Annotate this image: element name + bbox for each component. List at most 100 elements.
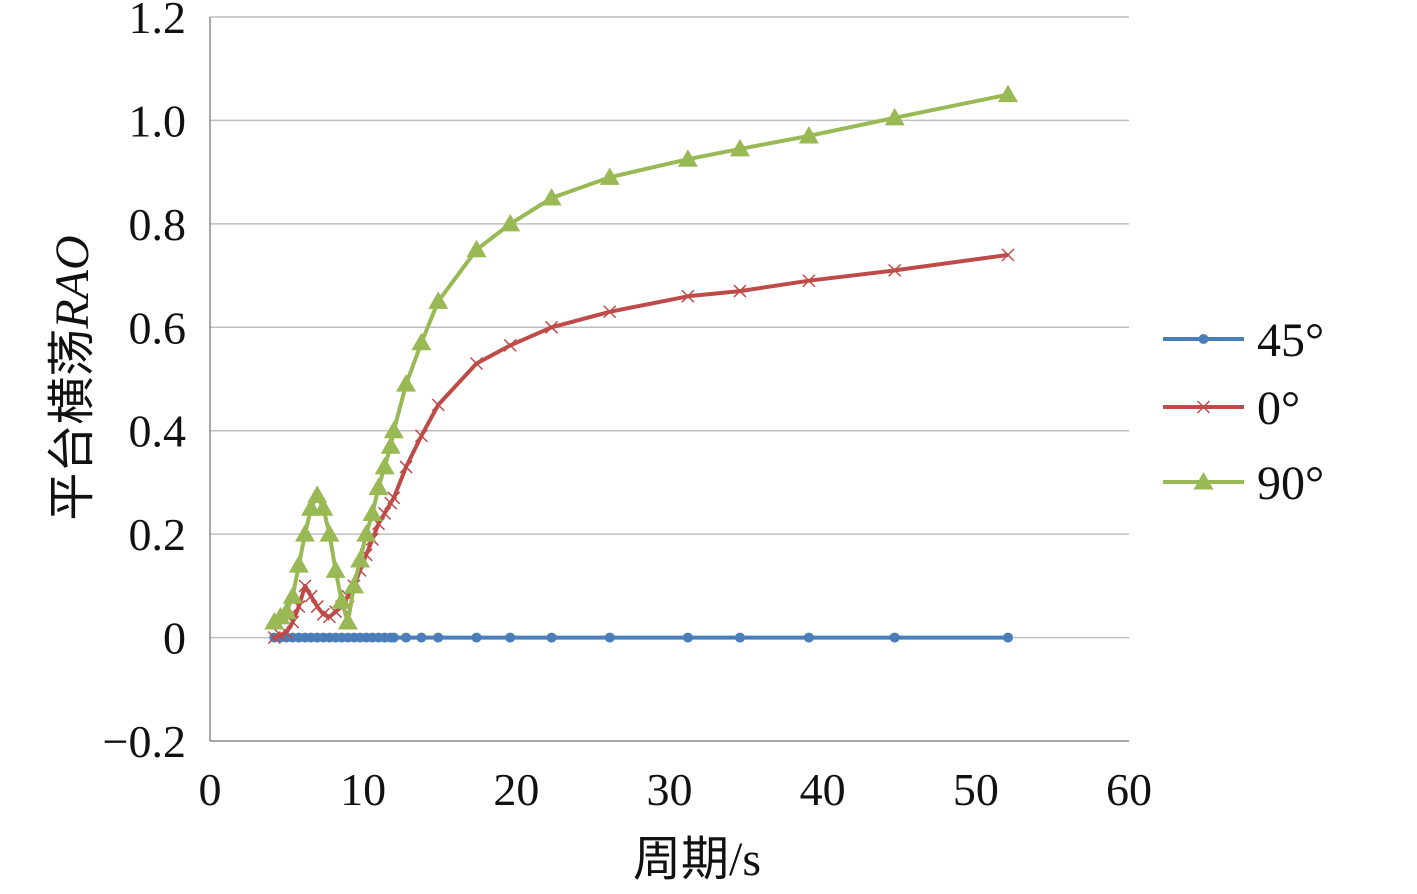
data-point	[282, 586, 303, 604]
legend-label: 45°	[1257, 314, 1324, 367]
data-point	[733, 284, 747, 298]
data-point	[396, 374, 417, 392]
axes	[209, 17, 1129, 742]
y-tick-label: 1.2	[129, 0, 187, 43]
data-point	[884, 107, 905, 126]
series-0	[269, 632, 1013, 643]
legend-marker	[1198, 334, 1209, 344]
y-tick-label: 0.4	[129, 406, 187, 457]
data-point	[1001, 248, 1015, 262]
data-point	[599, 167, 620, 185]
data-point	[383, 420, 404, 439]
data-point	[319, 524, 340, 542]
legend-item: 45°	[1163, 314, 1324, 367]
data-point	[729, 138, 750, 157]
data-point	[546, 632, 557, 643]
data-point	[325, 560, 346, 578]
data-point	[294, 524, 315, 542]
x-tick-label: 50	[953, 764, 999, 815]
x-tick-label: 60	[1106, 764, 1152, 815]
series-line-1	[273, 252, 1009, 640]
y-axis-title-group: 平台横荡RAO	[46, 235, 99, 520]
data-point	[310, 600, 324, 614]
y-tick-label: 0.8	[129, 199, 187, 250]
x-tick-label: 0	[199, 764, 222, 815]
y-tick-label: 1.0	[129, 95, 187, 146]
data-series	[264, 84, 1018, 645]
data-point	[889, 632, 900, 643]
y-tick-label: 0.2	[129, 509, 187, 560]
data-point	[500, 213, 521, 232]
data-point	[1002, 632, 1013, 643]
data-point	[368, 477, 389, 496]
data-point	[798, 125, 819, 144]
data-point	[503, 338, 517, 352]
data-point	[681, 289, 695, 303]
legend-item: 0°	[1163, 382, 1300, 435]
data-point	[378, 506, 392, 520]
data-point	[471, 632, 482, 643]
data-point	[466, 239, 487, 258]
data-point	[331, 591, 352, 609]
data-point	[888, 263, 902, 277]
data-point	[433, 632, 444, 643]
data-point	[276, 601, 297, 620]
data-point	[505, 632, 516, 643]
data-point	[307, 485, 328, 503]
data-point	[677, 149, 698, 167]
x-axis-title: 周期/s	[633, 833, 761, 886]
data-point	[388, 632, 399, 643]
data-point	[802, 274, 816, 288]
x-tick-label: 20	[493, 764, 539, 815]
y-tick-label: −0.2	[103, 716, 186, 767]
data-point	[997, 84, 1018, 103]
x-tick-label: 30	[647, 764, 693, 815]
data-point	[337, 612, 358, 630]
data-point	[603, 305, 617, 319]
data-point	[401, 632, 412, 643]
legend-marker	[1193, 472, 1214, 490]
x-tick-label: 10	[340, 764, 386, 815]
data-point	[604, 632, 615, 643]
data-point	[288, 555, 309, 573]
legend-marker	[1196, 400, 1211, 414]
x-tick-labels: 0 10 20 30 40 50 60	[199, 764, 1153, 815]
data-point	[682, 632, 693, 643]
data-point	[399, 460, 413, 474]
y-axis-title-main: 平台横荡	[46, 329, 99, 521]
data-point	[431, 398, 445, 412]
data-point	[416, 632, 427, 643]
series-line-2	[273, 92, 1009, 625]
grid-lines	[210, 16, 1129, 639]
data-point	[356, 524, 377, 542]
y-tick-label: 0.6	[129, 302, 187, 353]
legend-label: 0°	[1257, 382, 1300, 435]
data-point	[387, 491, 401, 505]
series-2	[264, 84, 1018, 630]
legend-item: 90°	[1163, 457, 1324, 510]
data-point	[380, 436, 401, 454]
y-tick-labels: −0.2 0 0.2 0.4 0.6 0.8 1.0 1.2	[103, 0, 186, 767]
data-point	[313, 498, 334, 516]
data-point	[545, 320, 559, 334]
legend: 45° 0° 90°	[1163, 314, 1324, 510]
y-tick-label: 0	[163, 613, 186, 664]
data-point	[343, 575, 364, 594]
data-point	[469, 356, 484, 371]
data-point	[350, 550, 371, 568]
data-point	[374, 456, 395, 475]
y-axis-title: 平台横荡RAO	[46, 235, 99, 520]
data-point	[734, 632, 745, 643]
y-axis-title-italic: RAO	[46, 235, 99, 329]
data-point	[428, 291, 449, 309]
data-point	[304, 589, 318, 603]
data-point	[362, 503, 383, 521]
data-point	[411, 332, 432, 351]
data-point	[541, 188, 562, 206]
legend-label: 90°	[1257, 457, 1324, 510]
data-point	[803, 632, 814, 643]
x-tick-label: 40	[800, 764, 846, 815]
data-point	[414, 429, 428, 443]
data-point	[298, 579, 312, 593]
